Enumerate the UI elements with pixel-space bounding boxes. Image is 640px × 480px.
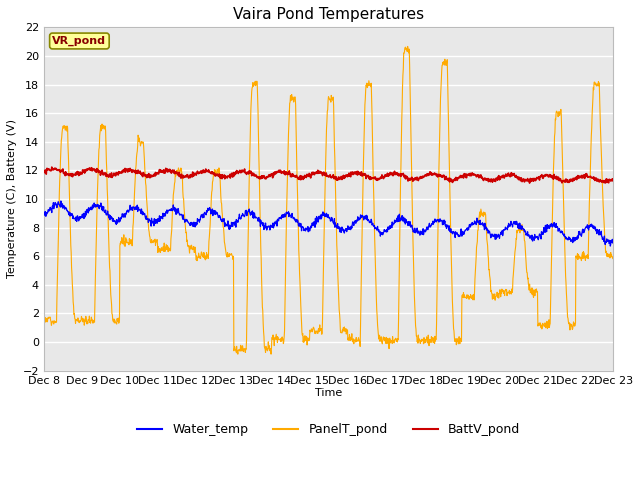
Legend: Water_temp, PanelT_pond, BattV_pond: Water_temp, PanelT_pond, BattV_pond xyxy=(132,418,525,441)
Title: Vaira Pond Temperatures: Vaira Pond Temperatures xyxy=(233,7,424,22)
Y-axis label: Temperature (C), Battery (V): Temperature (C), Battery (V) xyxy=(7,120,17,278)
X-axis label: Time: Time xyxy=(315,388,342,398)
Text: VR_pond: VR_pond xyxy=(52,36,106,46)
